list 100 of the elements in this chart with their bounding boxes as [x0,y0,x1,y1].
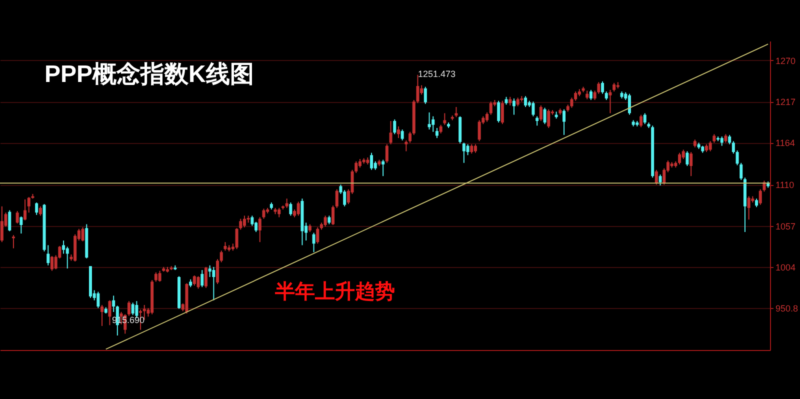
candlestick [497,100,500,124]
candlestick [81,226,84,242]
candlestick [254,221,258,232]
candlestick [478,120,481,142]
candlestick [154,272,158,282]
candlestick [332,205,335,226]
candlestick [62,240,66,254]
candlestick [728,134,732,145]
y-tick-label: 1004 [776,262,796,272]
candlestick [400,129,404,141]
candlestick [539,104,542,122]
candlestick [285,198,288,208]
candlestick [38,206,42,216]
candlestick [443,112,446,126]
candlestick [690,152,693,177]
candlestick [408,131,412,144]
candlestick [200,270,204,288]
candlestick [312,232,316,253]
candlestick [296,201,300,216]
text: PPP概念指数K线图 [44,61,254,88]
candlestick [404,140,408,152]
candlestick [370,152,374,170]
candlestick [324,215,327,228]
candlestick [216,258,220,285]
candlestick [628,93,631,116]
candlestick [643,112,646,125]
candlestick [462,142,466,164]
candlestick [382,159,385,177]
candlestick [316,226,320,244]
candlestick [720,136,724,146]
candlestick [127,300,130,316]
candlestick [686,150,689,166]
candlestick [547,108,550,128]
y-tick-label: 1057 [776,221,796,232]
candlestick [16,210,19,224]
candlestick [196,276,200,290]
candlestick [543,107,546,125]
candlestick [220,250,223,263]
candlestick [66,246,69,269]
candlestick [500,100,504,125]
candlestick [640,114,643,128]
candlestick [393,118,396,135]
candlestick [96,291,100,309]
candlestick [424,86,427,104]
candlestick [512,98,516,116]
y-tick-label: 1217 [776,97,796,108]
candlestick [682,149,685,160]
candlestick [250,215,254,226]
candlestick [658,174,662,186]
candlestick [562,108,566,136]
candlestick [385,144,388,164]
candlestick [131,302,134,316]
y-tick-label: 1164 [776,138,795,148]
candlestick [435,127,438,139]
candlestick [466,144,470,156]
candlestick [396,126,400,139]
candlestick [389,120,392,145]
candlestick [242,215,246,228]
candlestick [708,140,712,152]
candlestick [112,295,116,312]
candlestick [27,196,30,214]
candlestick [678,152,682,165]
y-tick-label: 950.8 [776,304,798,314]
candlestick [8,210,12,232]
candlestick [570,97,574,108]
candlestick [608,89,612,114]
candlestick [262,208,266,220]
candlestick [524,96,528,108]
candlestick [278,207,281,218]
candlestick [158,270,162,282]
candlestick [192,274,196,286]
candlestick [108,300,112,326]
candlestick [432,116,435,132]
candlestick [489,101,492,116]
candlestick [24,198,27,221]
annotation: 1251.473 [418,69,456,79]
candlestick [20,216,23,234]
candlestick [204,266,208,288]
candlestick [212,266,216,301]
annotation: 半年上升趋势 [274,280,395,303]
candlestick [747,196,750,220]
y-tick-label: 1270 [776,56,796,66]
candlestick [0,206,4,243]
candlestick [50,256,54,272]
candlestick [289,202,292,216]
candlestick [428,112,431,130]
candlestick [12,234,15,249]
candlestick [486,112,489,122]
candlestick [532,101,535,117]
y-tick-label: 1110 [776,180,794,190]
candlestick [35,202,38,216]
candlestick [470,144,474,154]
candlestick [654,169,658,186]
candlestick [574,90,578,102]
candlestick [258,216,262,243]
candlestick [343,190,346,207]
candlestick [589,89,592,101]
candlestick [732,140,735,154]
candlestick [335,188,338,208]
candlestick [100,304,104,326]
